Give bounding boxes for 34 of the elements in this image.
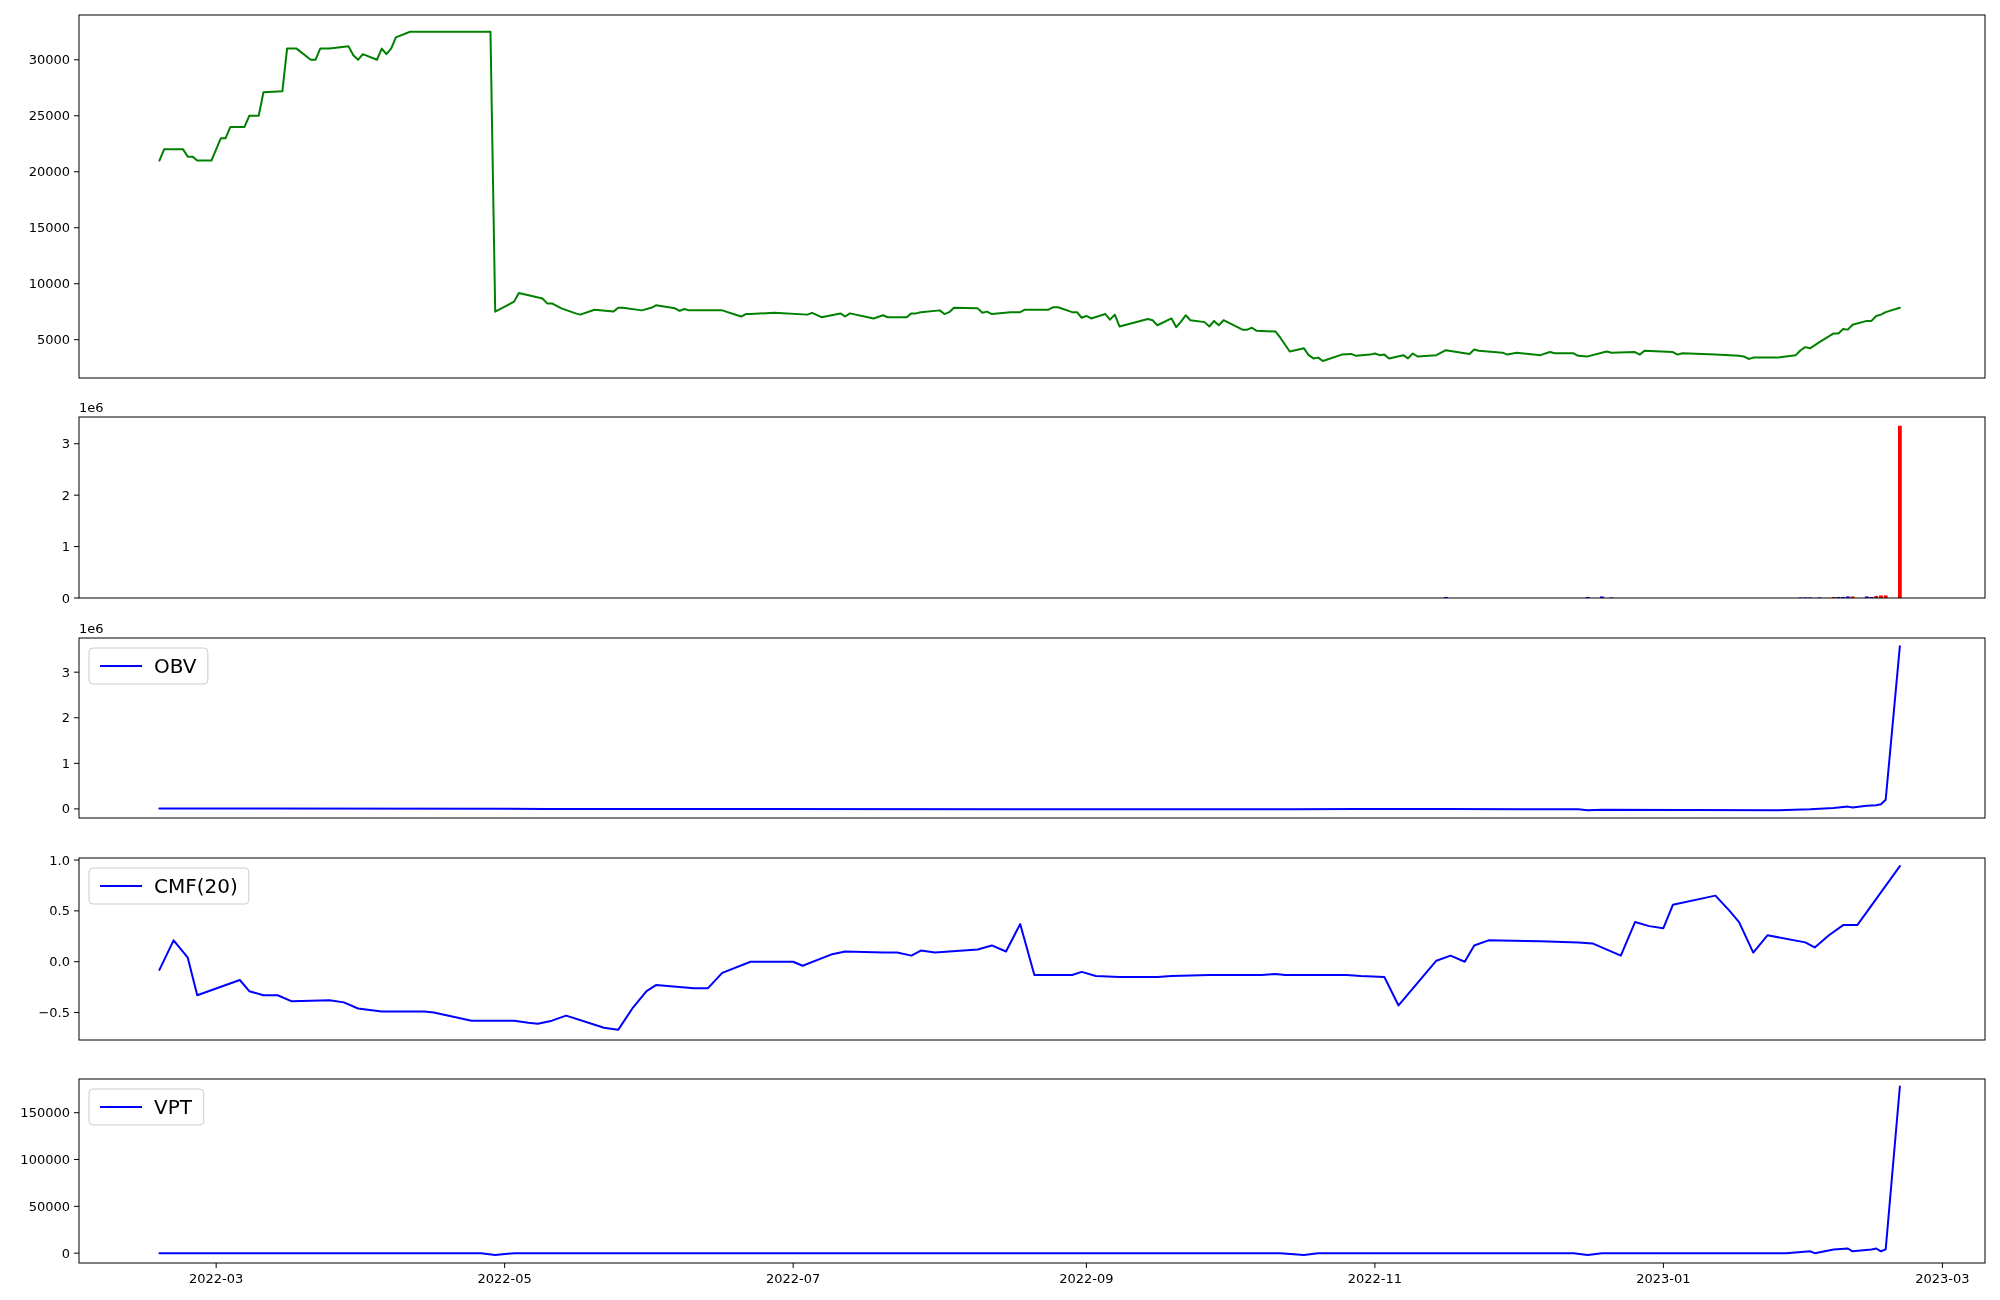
text: 1e6: [79, 621, 104, 636]
y-tick-label: 15000: [28, 220, 70, 236]
y-tick-label: 10000: [28, 276, 70, 292]
x-tick-label: 2022-11: [1347, 1271, 1403, 1286]
legend-label: CMF(20): [154, 874, 238, 898]
x-tick-label: 2022-03: [188, 1271, 244, 1286]
y-tick-label: 25000: [28, 108, 70, 124]
y-tick-label: 50000: [28, 1198, 70, 1214]
y-tick-label: 0: [61, 1245, 70, 1261]
y-tick-label: 30000: [28, 52, 70, 68]
y-tick-label: 100000: [20, 1152, 70, 1168]
y-tick-label: 5000: [36, 332, 70, 348]
y-tick-label: 1.0: [49, 852, 70, 868]
y-tick-label: 2: [61, 487, 70, 503]
y-tick-label: −0.5: [38, 1005, 70, 1021]
x-tick-label: 2022-05: [477, 1271, 532, 1286]
x-tick-label: 2022-07: [765, 1271, 821, 1286]
legend-label: OBV: [154, 654, 197, 678]
y-tick-label: 3: [61, 664, 70, 680]
y-tick-label: 0: [61, 590, 70, 606]
y-tick-label: 150000: [20, 1105, 70, 1121]
text: 1e6: [79, 400, 104, 415]
y-tick-label: 20000: [28, 164, 70, 180]
y-tick-label: 0.0: [49, 954, 70, 970]
y-tick-label: 1: [61, 539, 70, 555]
x-tick-label: 2022-09: [1059, 1271, 1114, 1286]
x-tick-label: 2023-01: [1636, 1271, 1691, 1286]
y-tick-label: 0: [61, 801, 70, 817]
x-tick-label: 2023-03: [1915, 1271, 1970, 1286]
y-tick-label: 3: [61, 436, 70, 452]
y-tick-label: 1: [61, 755, 70, 771]
y-tick-label: 2: [61, 710, 70, 726]
y-tick-label: 0.5: [49, 903, 70, 919]
legend-label: VPT: [154, 1095, 193, 1119]
